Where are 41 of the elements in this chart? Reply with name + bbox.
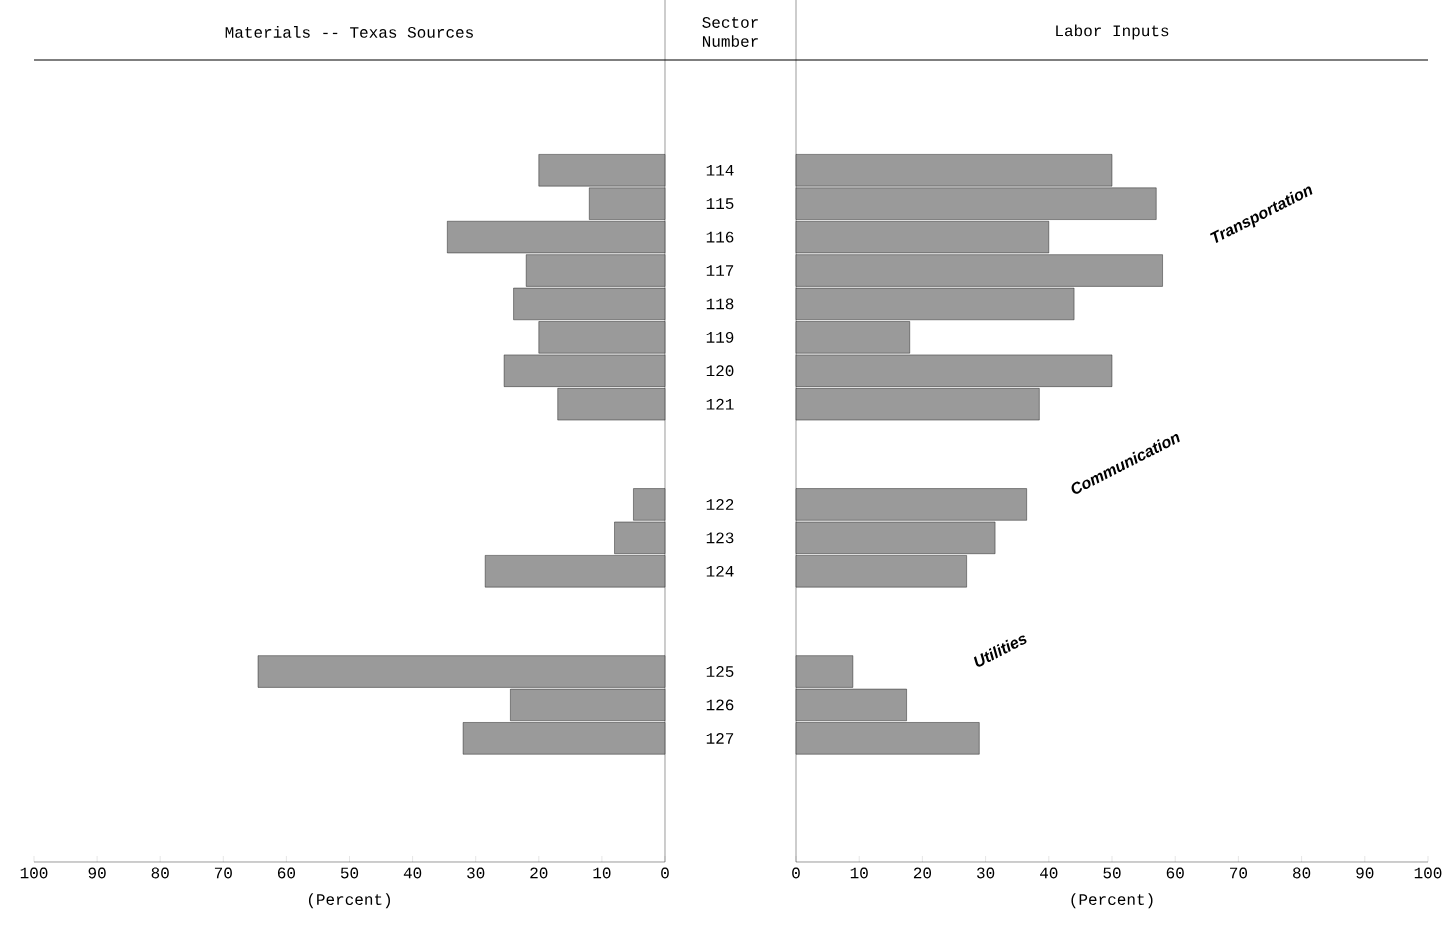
x-tick-label: 90 — [1356, 867, 1374, 879]
x-tick-label: 10 — [850, 867, 868, 879]
x-tick-label: 80 — [151, 867, 169, 879]
chart-title: Materials -- Texas Sources — [225, 26, 473, 38]
y-tick-label: 127 — [706, 733, 734, 744]
x-tick-label: 50 — [340, 867, 359, 879]
x-tick-label: 20 — [913, 867, 932, 879]
y-tick-label: 118 — [706, 298, 734, 310]
chart-title: Labor Inputs — [1056, 24, 1169, 40]
y-tick-label: 114 — [706, 165, 734, 176]
x-tick-label: 100 — [1414, 867, 1442, 879]
y-tick-label: 115 — [706, 198, 734, 210]
x-tick-label: 70 — [1230, 867, 1248, 879]
y-tick-label: 116 — [706, 231, 734, 243]
y-tick-label: 123 — [706, 532, 734, 544]
y-tick-label: 121 — [706, 398, 734, 410]
y-tick-label: 125 — [706, 666, 734, 677]
x-tick-label: 10 — [593, 867, 611, 879]
x-axis-title: (Percent) — [308, 893, 391, 909]
x-tick-label: 30 — [467, 867, 485, 879]
x-tick-label: 90 — [88, 867, 106, 879]
y-axis-title: Sector Number — [702, 17, 758, 47]
x-tick-label: 70 — [214, 867, 232, 879]
x-axis-title: (Percent) — [1071, 893, 1153, 909]
x-tick-label: 20 — [530, 867, 548, 879]
y-tick-label: 120 — [706, 365, 734, 377]
y-tick-label: 119 — [706, 331, 734, 343]
y-tick-label: 126 — [706, 699, 734, 711]
y-tick-label: 122 — [706, 499, 734, 510]
x-tick-label: 0 — [792, 867, 800, 879]
y-tick-label: 124 — [706, 565, 734, 577]
x-tick-label: 0 — [661, 867, 669, 879]
x-tick-label: 50 — [1103, 867, 1121, 879]
x-tick-label: 40 — [1040, 867, 1058, 879]
y-tick-label: 117 — [706, 265, 734, 276]
x-tick-label: 30 — [977, 867, 995, 879]
x-tick-label: 40 — [403, 867, 422, 879]
x-tick-label: 100 — [20, 867, 48, 879]
x-tick-label: 60 — [277, 867, 296, 879]
x-tick-label: 60 — [1166, 867, 1184, 879]
x-tick-label: 80 — [1293, 867, 1311, 879]
